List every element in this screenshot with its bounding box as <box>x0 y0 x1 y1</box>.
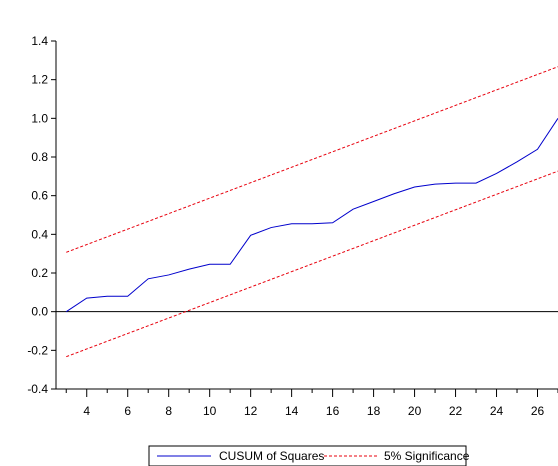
y-tick-label: 1.2 <box>31 73 48 87</box>
lower-significance-line <box>66 170 558 358</box>
legend: CUSUM of Squares 5% Significance <box>148 445 470 466</box>
y-tick-label: -0.2 <box>27 343 48 357</box>
upper-significance-line <box>66 66 558 253</box>
legend-label-significance: 5% Significance <box>384 449 470 463</box>
x-tick-label: 10 <box>203 404 217 418</box>
x-tick-label: 8 <box>165 404 172 418</box>
x-tick-label: 18 <box>367 404 381 418</box>
legend-label-cusum: CUSUM of Squares <box>219 449 324 463</box>
y-tick-label: 1.4 <box>31 34 48 48</box>
y-tick-label: 0.2 <box>31 266 48 280</box>
series-layer <box>65 66 558 358</box>
x-tick-label: 4 <box>83 404 90 418</box>
y-tick-label: -0.4 <box>27 382 48 396</box>
x-tick-label: 16 <box>326 404 340 418</box>
x-tick-label: 6 <box>124 404 131 418</box>
x-tick-label: 24 <box>490 404 504 418</box>
y-tick-label: 0.4 <box>31 227 48 241</box>
x-tick-label: 12 <box>244 404 258 418</box>
x-tick-label: 22 <box>449 404 463 418</box>
y-tick-label: 0.0 <box>31 305 48 319</box>
legend-box <box>148 445 467 466</box>
y-tick-label: 1.0 <box>31 111 48 125</box>
cusum-series-line <box>65 118 558 313</box>
y-axis-ticks: -0.4 -0.2 0.0 0.2 0.4 0.6 0.8 1.0 1.2 1.4 <box>27 34 56 396</box>
x-tick-label: 26 <box>531 404 545 418</box>
x-tick-label: 20 <box>408 404 422 418</box>
x-axis-ticks: 4 6 8 10 12 14 16 18 20 22 24 26 <box>65 389 558 418</box>
y-tick-label: 0.6 <box>31 189 48 203</box>
y-tick-label: 0.8 <box>31 150 48 164</box>
x-tick-label: 14 <box>285 404 299 418</box>
